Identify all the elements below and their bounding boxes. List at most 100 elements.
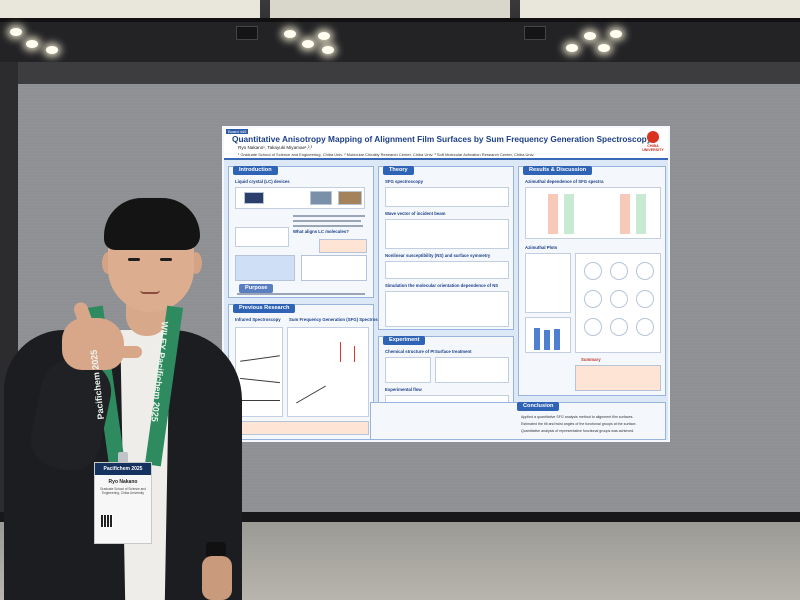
polar-plot bbox=[584, 262, 602, 280]
polar-plot bbox=[584, 318, 602, 336]
qr-code-icon bbox=[101, 515, 113, 527]
text-line bbox=[293, 225, 363, 227]
poster-title: Quantitative Anisotropy Mapping of Align… bbox=[232, 134, 652, 144]
subheading: Azimuthal Plots bbox=[525, 245, 558, 250]
device-image bbox=[244, 192, 264, 204]
subheading: Sum Frequency Generation (SFG) Spectrosc… bbox=[289, 317, 388, 322]
text-line bbox=[237, 293, 365, 295]
polar-plot bbox=[636, 262, 654, 280]
ceiling-panel bbox=[0, 0, 260, 18]
polar-plot bbox=[636, 318, 654, 336]
subheading: Wave vector of incident beam bbox=[385, 211, 446, 216]
plot-line bbox=[240, 400, 280, 401]
subheading: Simulation the molecular orientation dep… bbox=[385, 283, 499, 288]
conclusion-line: Estimated the tilt and twist angles of t… bbox=[521, 422, 637, 426]
ceiling-light bbox=[610, 30, 622, 38]
booth-number: Board 445 bbox=[226, 129, 249, 134]
results-section: Results & Discussion Azimuthal dependenc… bbox=[518, 166, 666, 396]
subheading: Experimental flow bbox=[385, 387, 422, 392]
polar-plot bbox=[610, 318, 628, 336]
section-heading: Previous Research bbox=[233, 304, 296, 313]
badge-name: Ryo Nakano bbox=[108, 479, 138, 485]
text-line bbox=[293, 220, 361, 222]
figure bbox=[385, 219, 509, 249]
polar-plot bbox=[584, 290, 602, 308]
poster-column-3: Results & Discussion Azimuthal dependenc… bbox=[370, 162, 666, 440]
badge-clip bbox=[118, 452, 128, 466]
board-rail bbox=[0, 512, 800, 522]
figure bbox=[235, 227, 289, 247]
spectrum-peak bbox=[354, 346, 355, 362]
polar-plot bbox=[636, 290, 654, 308]
figure bbox=[525, 317, 571, 353]
highlight-band bbox=[564, 194, 574, 234]
subheading: Nonlinear susceptibility (NS) and surfac… bbox=[385, 253, 491, 258]
polar-plot bbox=[610, 262, 628, 280]
figure bbox=[287, 327, 369, 417]
polar-plot bbox=[610, 290, 628, 308]
figure bbox=[525, 187, 661, 239]
poster-authors: Ryo Nakano¹, Takayuki Miyamae¹,²,³ bbox=[238, 145, 313, 150]
subheading: What aligns LC molecules? bbox=[293, 229, 349, 234]
subheading: Summary bbox=[581, 357, 601, 362]
plot-line bbox=[296, 385, 326, 404]
poster-header: Board 445 Quantitative Anisotropy Mappin… bbox=[224, 128, 668, 160]
name-badge: Pacifichem 2025 Ryo Nakano Graduate Scho… bbox=[94, 462, 152, 544]
ceiling-light bbox=[584, 32, 596, 40]
badge-banner: Pacifichem 2025 bbox=[95, 463, 151, 475]
research-poster: Board 445 Quantitative Anisotropy Mappin… bbox=[222, 126, 670, 442]
figure bbox=[575, 253, 661, 353]
device-image bbox=[310, 191, 332, 205]
ceiling-light bbox=[10, 28, 22, 36]
poster-column-2: Theory SFG spectroscopy Wave vector of i… bbox=[378, 162, 514, 440]
section-heading: Conclusion bbox=[517, 402, 560, 411]
cup bbox=[12, 495, 28, 525]
poster-affiliations: ¹ Graduate School of Science and Enginee… bbox=[238, 152, 535, 157]
summary-box bbox=[575, 365, 661, 391]
highlight-band bbox=[636, 194, 646, 234]
introduction-section: Introduction Liquid crystal (LC) devices… bbox=[228, 166, 374, 298]
bar bbox=[544, 330, 550, 350]
subheading: Chemical structure of PI bbox=[385, 349, 435, 354]
figure bbox=[235, 327, 283, 417]
ceiling-light bbox=[566, 44, 578, 52]
ceiling-light bbox=[302, 40, 314, 48]
text-line bbox=[293, 215, 365, 217]
ceiling-light bbox=[46, 46, 58, 54]
conclusion-line: Quantitative analysis of representative … bbox=[521, 429, 635, 433]
spectrum-peak bbox=[340, 342, 341, 362]
theory-section: Theory SFG spectroscopy Wave vector of i… bbox=[378, 166, 514, 330]
subheading: SFG spectroscopy bbox=[385, 179, 423, 184]
ceiling-light bbox=[26, 40, 38, 48]
ceiling-light bbox=[322, 46, 334, 54]
ceiling-vent bbox=[236, 26, 258, 40]
highlight-box bbox=[301, 255, 367, 281]
highlight-box bbox=[235, 421, 369, 435]
bar bbox=[534, 328, 540, 350]
booth-pillar bbox=[0, 62, 18, 532]
section-heading: Experiment bbox=[383, 336, 426, 345]
subheading: Infrared Spectroscopy bbox=[235, 317, 281, 322]
ceiling-light bbox=[598, 44, 610, 52]
figure bbox=[385, 357, 431, 383]
ceiling-light bbox=[284, 30, 296, 38]
section-heading: Introduction bbox=[233, 166, 278, 175]
figure bbox=[435, 357, 509, 383]
figure bbox=[385, 261, 509, 279]
badge-affiliation: Graduate School of Science and Engineeri… bbox=[100, 487, 146, 495]
section-heading: Results & Discussion bbox=[523, 166, 593, 175]
ceiling-light bbox=[318, 32, 330, 40]
figure bbox=[385, 291, 509, 327]
highlight-band bbox=[620, 194, 630, 234]
ceiling-beam bbox=[0, 18, 800, 22]
highlight-band bbox=[548, 194, 558, 234]
figure bbox=[525, 253, 571, 313]
ceiling bbox=[0, 0, 800, 70]
previous-research-section: Previous Research Infrared Spectroscopy … bbox=[228, 304, 388, 440]
conclusion-line: Applied a quantitative SFG analysis meth… bbox=[521, 415, 634, 419]
device-image bbox=[338, 191, 362, 205]
logo-mark-icon bbox=[647, 131, 659, 143]
section-heading: Purpose bbox=[239, 284, 274, 293]
figure bbox=[385, 187, 509, 207]
logo-text: CHIBA UNIVERSITY bbox=[642, 144, 664, 152]
